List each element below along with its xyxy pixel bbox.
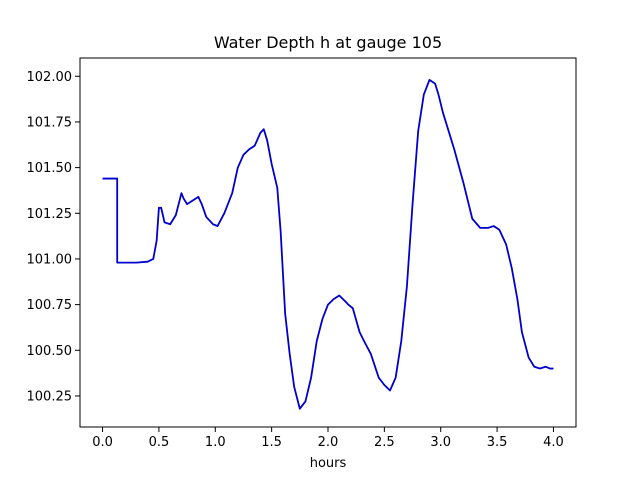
x-tick-label: 2.0 [318, 435, 339, 450]
x-tick-label: 3.5 [487, 435, 508, 450]
y-tick-label: 100.75 [27, 298, 73, 313]
y-tick-label: 102.00 [27, 70, 73, 85]
y-tick-label: 101.75 [27, 115, 73, 130]
y-tick-label: 100.50 [27, 344, 73, 359]
plot-lines [102, 79, 554, 410]
x-tick-label: 4.0 [543, 435, 564, 450]
x-tick-label: 2.5 [374, 435, 395, 450]
x-tick-label: 3.0 [430, 435, 451, 450]
y-tick-label: 100.25 [27, 389, 73, 404]
x-tick-label: 1.0 [205, 435, 226, 450]
x-tick-label: 0.5 [149, 435, 170, 450]
y-tick-label: 101.25 [27, 207, 73, 222]
x-axis: 0.0 0.5 1.0 1.5 2.0 2.5 3.0 3.5 4.0 [92, 427, 564, 450]
x-axis-label: hours [310, 456, 347, 471]
chart-title: Water Depth h at gauge 105 [214, 33, 442, 52]
x-tick-label: 1.5 [261, 435, 282, 450]
y-tick-label: 101.50 [27, 161, 73, 176]
series-line-0 [102, 79, 554, 410]
x-tick-label: 0.0 [92, 435, 113, 450]
y-tick-label: 101.00 [27, 252, 73, 267]
y-axis: 100.25 100.50 100.75 101.00 101.25 101.50 101.… [27, 70, 80, 404]
